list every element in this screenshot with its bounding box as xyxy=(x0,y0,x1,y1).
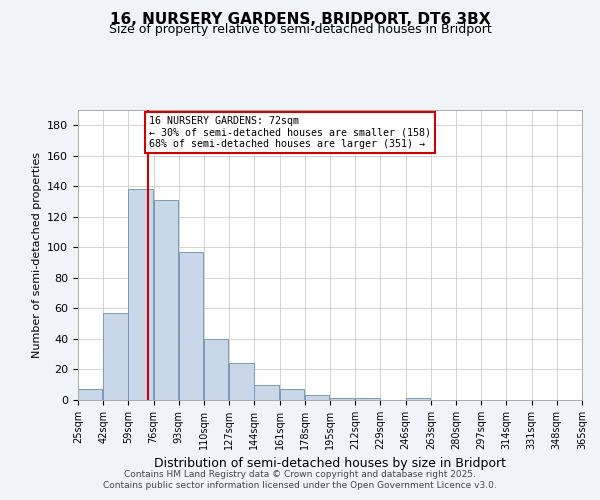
Bar xyxy=(204,339,229,400)
Bar xyxy=(280,390,304,400)
Bar xyxy=(305,396,329,400)
Text: Size of property relative to semi-detached houses in Bridport: Size of property relative to semi-detach… xyxy=(109,22,491,36)
Bar xyxy=(254,384,279,400)
Bar xyxy=(78,390,103,400)
Bar xyxy=(330,398,355,400)
Text: Contains public sector information licensed under the Open Government Licence v3: Contains public sector information licen… xyxy=(103,481,497,490)
Text: Contains HM Land Registry data © Crown copyright and database right 2025.: Contains HM Land Registry data © Crown c… xyxy=(124,470,476,479)
Text: 16 NURSERY GARDENS: 72sqm
← 30% of semi-detached houses are smaller (158)
68% of: 16 NURSERY GARDENS: 72sqm ← 30% of semi-… xyxy=(149,116,431,150)
X-axis label: Distribution of semi-detached houses by size in Bridport: Distribution of semi-detached houses by … xyxy=(154,458,506,470)
Bar xyxy=(229,364,254,400)
Bar xyxy=(355,398,380,400)
Bar xyxy=(154,200,178,400)
Y-axis label: Number of semi-detached properties: Number of semi-detached properties xyxy=(32,152,41,358)
Bar xyxy=(179,252,203,400)
Bar xyxy=(103,313,128,400)
Bar xyxy=(128,190,153,400)
Text: 16, NURSERY GARDENS, BRIDPORT, DT6 3BX: 16, NURSERY GARDENS, BRIDPORT, DT6 3BX xyxy=(110,12,490,28)
Bar xyxy=(406,398,430,400)
